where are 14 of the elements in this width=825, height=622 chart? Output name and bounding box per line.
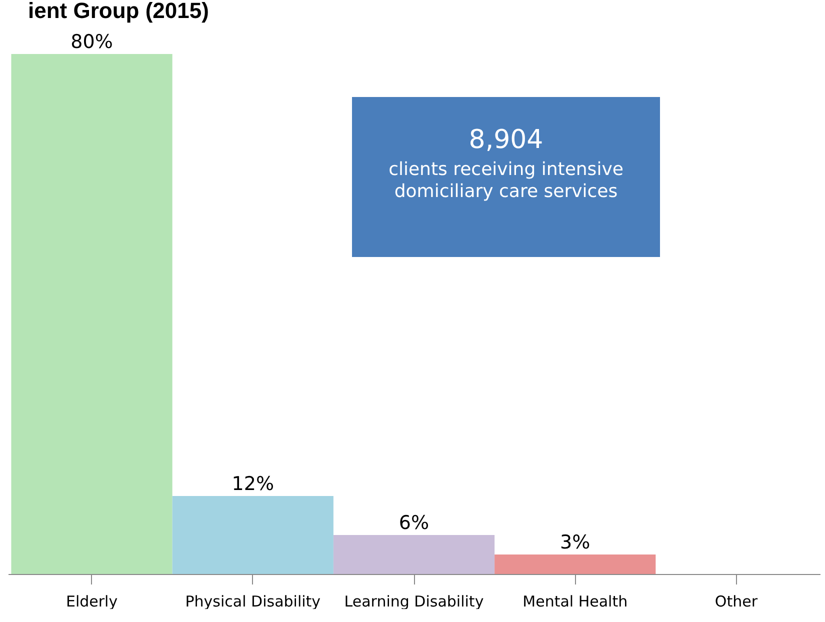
data-label: 3%	[560, 532, 590, 554]
x-tick-label: Mental Health	[522, 592, 628, 610]
bar	[494, 554, 656, 574]
bar	[333, 535, 495, 574]
x-tick-label: Other	[714, 592, 758, 610]
bar	[11, 54, 172, 574]
bar	[172, 496, 334, 574]
data-label: 80%	[70, 31, 113, 53]
data-label: 6%	[398, 512, 430, 534]
chart-title: ient Group (2015)	[28, 0, 209, 23]
annotation: clients receiving intensive domiciliary care services	[388, 159, 624, 203]
data-label: 12%	[232, 473, 274, 495]
info-box: 8,904 clients receiving intensive domiciliary care services	[352, 97, 660, 257]
annotation: 8,904	[468, 125, 544, 155]
